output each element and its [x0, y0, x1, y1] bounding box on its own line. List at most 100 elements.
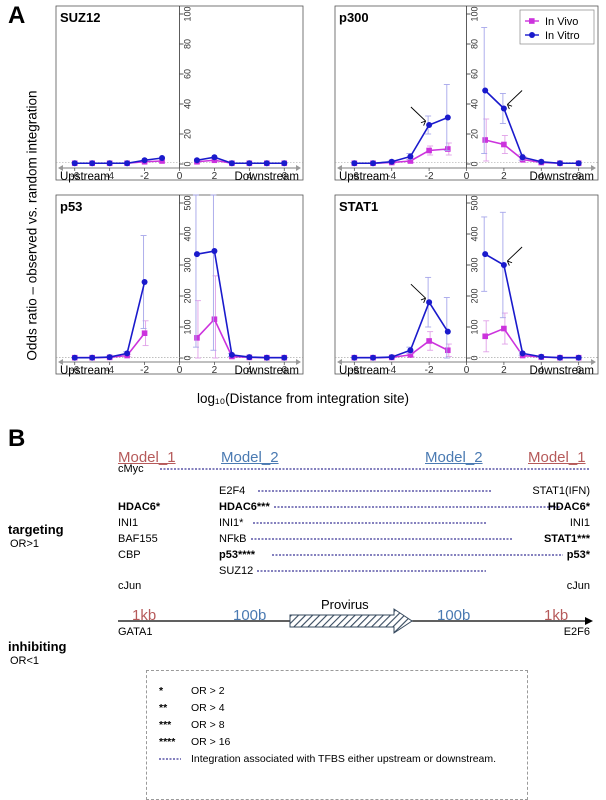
data-point — [426, 299, 433, 306]
data-point — [407, 347, 414, 354]
y-tick-label: 0 — [183, 161, 193, 166]
y-tick-label: 300 — [183, 257, 193, 272]
provirus-label: Provirus — [321, 597, 369, 612]
panel-a: A 0 20 40 60 80 100 -6 -4 -2 0 2 4 6 Upstream Downstre… — [8, 2, 599, 406]
x-tick-label: -2 — [140, 171, 149, 182]
x-tick-label: 6 — [576, 171, 582, 182]
right-item: STAT1(IFN) — [532, 485, 590, 497]
data-point — [482, 137, 488, 143]
x-tick-label: 4 — [538, 365, 544, 376]
x-tick-label: -4 — [105, 171, 114, 182]
legend-label: In Vitro — [545, 30, 580, 42]
data-point — [500, 105, 507, 112]
middle-item: INI1* — [219, 517, 244, 529]
dist-100b-right: 100b — [437, 607, 471, 624]
data-point — [388, 354, 395, 361]
legend-marker — [529, 18, 535, 24]
series-line — [484, 327, 579, 359]
data-point — [193, 157, 200, 164]
pointer-arrowhead — [506, 260, 513, 266]
x-tick-label: -2 — [425, 365, 434, 376]
data-point — [445, 146, 451, 152]
x-tick-label: -4 — [105, 365, 114, 376]
pointer-arrow — [507, 246, 523, 262]
data-point — [482, 251, 489, 258]
middle-item: p53**** — [219, 549, 256, 561]
upstream-label: Upstream — [60, 365, 110, 377]
x-tick-label: 2 — [212, 171, 218, 182]
y-tick-label: 300 — [470, 257, 480, 272]
x-tick-label: 2 — [501, 365, 507, 376]
data-point — [211, 316, 218, 323]
x-tick-label: 6 — [281, 365, 287, 376]
left-item: HDAC6* — [118, 501, 161, 513]
chart-title: p53 — [60, 199, 82, 214]
key-row: * OR > 2 — [159, 685, 225, 697]
middle-item: NFkB — [219, 533, 247, 545]
dist-1kb-left: 1kb — [132, 607, 157, 624]
pointer-arrow — [410, 283, 426, 299]
data-point — [575, 160, 582, 167]
data-point — [501, 141, 507, 148]
e2f6-label: E2F6 — [563, 626, 590, 638]
data-point — [482, 87, 489, 94]
data-point — [71, 354, 78, 361]
upstream-arrow-icon — [58, 165, 63, 171]
y-tick-label: 100 — [183, 6, 193, 21]
x-axis-label: log₁₀(Distance from integration site) — [197, 391, 409, 406]
x-tick-label: -6 — [70, 365, 79, 376]
data-point — [228, 351, 235, 358]
provirus-arrow — [289, 608, 413, 634]
x-tick-label: 0 — [464, 365, 470, 376]
significance-key: * OR > 2 ** OR > 4 *** OR > 8 **** OR > 16 I… — [146, 670, 528, 800]
data-point — [193, 251, 200, 258]
data-point — [426, 338, 432, 344]
data-point — [89, 354, 96, 361]
x-tick-label: 2 — [501, 171, 507, 182]
y-tick-label: 60 — [470, 69, 480, 79]
middle-item: HDAC6*** — [219, 501, 270, 513]
downstream-arrow-icon — [296, 165, 301, 171]
data-point — [426, 147, 432, 154]
chart-title: SUZ12 — [60, 10, 100, 25]
series-line — [354, 148, 448, 165]
data-point — [407, 153, 414, 160]
y-tick-label: 80 — [470, 39, 480, 49]
y-tick-label: 500 — [183, 195, 193, 210]
gata1-label: GATA1 — [118, 626, 153, 638]
upstream-arrow-icon — [58, 359, 63, 365]
y-axis-label: Odds ratio – observed vs. random integra… — [24, 90, 40, 361]
data-point — [124, 350, 131, 357]
chart-title: p300 — [339, 10, 369, 25]
y-tick-label: 60 — [183, 69, 193, 79]
y-tick-label: 40 — [183, 99, 193, 109]
y-tick-label: 0 — [470, 161, 480, 166]
y-tick-label: 20 — [183, 129, 193, 139]
data-point — [500, 262, 507, 268]
panel-b: B Model_1 Model_2 Model_2 Model_1 cMyc t… — [0, 425, 606, 800]
key-row: **** OR > 16 — [159, 736, 231, 748]
pointer-arrow — [410, 106, 426, 122]
model1-left: Model_1 — [118, 449, 176, 466]
y-tick-label: 400 — [183, 226, 193, 241]
legend-label: In Vivo — [545, 16, 578, 28]
data-point — [426, 122, 433, 128]
series-line — [484, 89, 579, 165]
data-point — [370, 354, 377, 361]
pointer-arrowhead — [506, 104, 513, 110]
key-row: ** OR > 4 — [159, 702, 225, 714]
data-point — [263, 354, 270, 361]
data-point — [556, 160, 563, 167]
left-item: CBP — [118, 549, 141, 561]
middle-item: SUZ12 — [219, 565, 254, 577]
cjun-left: cJun — [118, 580, 142, 592]
data-point — [407, 158, 414, 164]
series-line — [354, 340, 449, 359]
downstream-label: Downstream — [234, 365, 299, 377]
upstream-arrow-icon — [337, 165, 342, 171]
data-point — [407, 352, 414, 358]
data-point — [263, 160, 270, 167]
data-point — [519, 350, 526, 357]
key-row-dotted: Integration associated with TFBS either … — [159, 753, 496, 765]
